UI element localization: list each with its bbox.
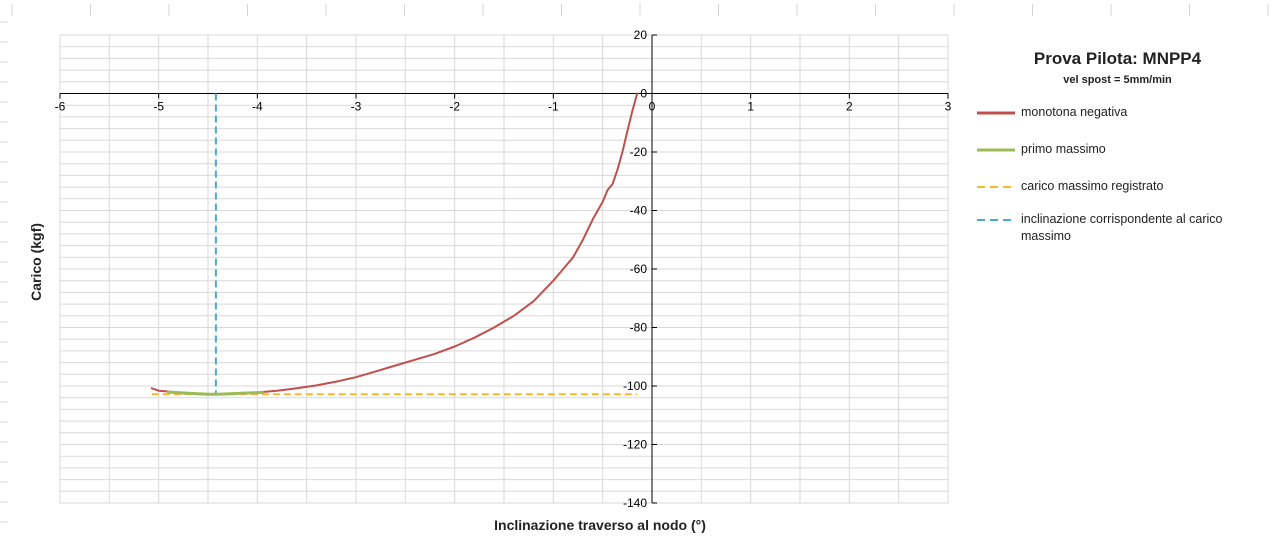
x-tick-label: -6 [55,100,66,114]
legend-label: primo massimo [1021,142,1106,156]
legend-item-inclinazione: inclinazione corrispondente al carico ma… [975,211,1270,245]
legend-label: inclinazione corrispondente al carico ma… [1021,212,1223,243]
chart-title: Prova Pilota: MNPP4 [1033,49,1202,68]
data-series [150,92,639,396]
y-tick-label: -120 [623,438,647,452]
legend-label: monotona negativa [1021,105,1128,119]
legend-swatch [975,141,1017,158]
x-tick-label: 1 [747,100,754,114]
legend-item-carico-massimo: carico massimo registrato [975,178,1270,211]
legend-swatch [975,178,1017,195]
plot-border [59,34,949,504]
tick-labels: -6 -5 -4 -3 -2 -1 0 1 2 3 20 0 -20 -40 -60 -80 -100 -120 -… [55,28,952,510]
y-tick-label: -60 [630,262,648,276]
x-axis-title: Inclinazione traverso al nodo (°) [494,517,706,533]
legend-label: carico massimo registrato [1021,179,1164,193]
chart-subtitle: vel spost = 5mm/min [1063,74,1172,86]
legend-item-primo-massimo: primo massimo [975,141,1270,178]
ruler-bg [0,0,1274,16]
y-tick-label: 20 [634,28,648,42]
x-tick-label: -1 [548,100,559,114]
chart-legend: monotona negativa primo massimo carico m… [975,104,1270,245]
axes [59,34,949,504]
series-line-primo-massimo [167,390,264,396]
y-axis-title-text: Carico (kgf) [28,223,44,301]
legend-swatch [975,104,1017,121]
series-line-monotona-negativa [150,92,639,396]
y-tick-label: -20 [630,145,648,159]
x-tick-label: -5 [153,100,164,114]
y-tick-label: 0 [640,87,647,101]
y-tick-label: -40 [630,204,648,218]
x-tick-label: -4 [252,100,263,114]
x-tick-label: 0 [649,100,656,114]
spreadsheet-row-ruler [0,21,8,523]
spreadsheet-column-ruler [0,0,1274,16]
y-tick-label: -80 [630,321,648,335]
x-tick-label: -3 [351,100,362,114]
legend-swatch [975,211,1017,228]
x-tick-label: -2 [449,100,460,114]
x-tick-label: 3 [945,100,952,114]
gridlines [59,34,949,504]
legend-item-monotona-negativa: monotona negativa [975,104,1270,141]
y-tick-label: -140 [623,496,647,510]
x-tick-label: 2 [846,100,853,114]
y-tick-label: -100 [623,379,647,393]
